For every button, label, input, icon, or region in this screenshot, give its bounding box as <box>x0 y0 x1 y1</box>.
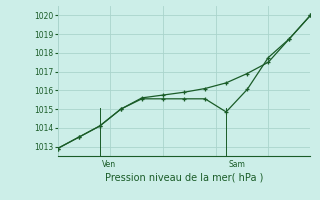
X-axis label: Pression niveau de la mer( hPa ): Pression niveau de la mer( hPa ) <box>105 173 263 183</box>
Text: Sam: Sam <box>228 160 245 169</box>
Text: Ven: Ven <box>102 160 116 169</box>
